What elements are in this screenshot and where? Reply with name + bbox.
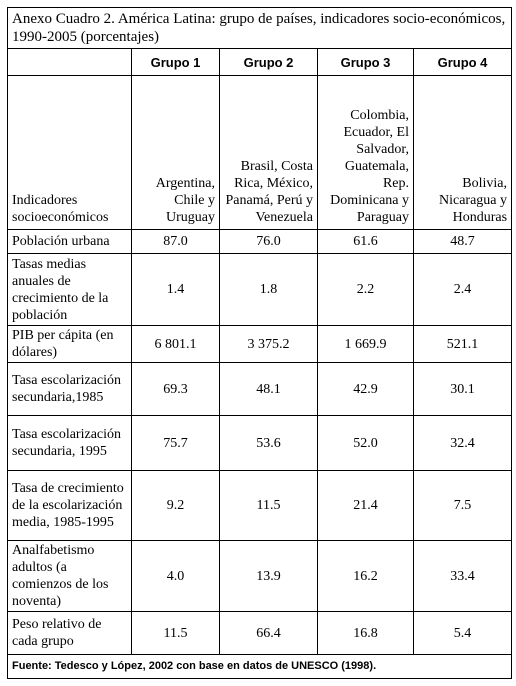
value-cell: 7.5 bbox=[412, 470, 513, 541]
value-cell: 3 375.2 bbox=[219, 325, 318, 363]
value-cell: 13.9 bbox=[219, 540, 318, 612]
value-cell: 75.7 bbox=[131, 415, 220, 471]
row-label: Tasa escolarización secundaria, 1995 bbox=[7, 415, 132, 471]
row-label: Tasa escolarización secundaria,1985 bbox=[7, 362, 132, 416]
data-row: Tasa escolarización secundaria,1985 69.3 4… bbox=[7, 362, 513, 416]
value-cell: 61.6 bbox=[317, 229, 414, 254]
value-cell: 52.0 bbox=[317, 415, 414, 471]
row-label: Tasa de crecimiento de la escolarización… bbox=[7, 470, 132, 541]
value-cell: 11.5 bbox=[131, 611, 220, 655]
source-row: Fuente: Tedesco y López, 2002 con base e… bbox=[6, 654, 513, 679]
group-header: Grupo 4 bbox=[412, 48, 513, 76]
value-cell: 4.0 bbox=[131, 540, 220, 612]
group-countries: Bolivia, Nicaragua y Honduras bbox=[412, 75, 513, 230]
value-cell: 33.4 bbox=[412, 540, 513, 612]
value-cell: 30.1 bbox=[412, 362, 513, 416]
value-cell: 16.8 bbox=[317, 611, 414, 655]
row-label: Tasas medias anuales de crecimiento de l… bbox=[7, 253, 132, 326]
countries-row: Indicadores socioeconómicos Argentina, Ch… bbox=[7, 75, 513, 230]
value-cell: 21.4 bbox=[317, 470, 414, 541]
indicators-header: Indicadores socioeconómicos bbox=[7, 75, 132, 230]
row-label: Población urbana bbox=[7, 229, 132, 254]
empty-cell bbox=[7, 48, 132, 76]
value-cell: 16.2 bbox=[317, 540, 414, 612]
value-cell: 521.1 bbox=[412, 325, 513, 363]
value-cell: 87.0 bbox=[131, 229, 220, 254]
value-cell: 5.4 bbox=[412, 611, 513, 655]
group-header: Grupo 3 bbox=[317, 48, 414, 76]
table-body: Anexo Cuadro 2. América Latina: grupo de… bbox=[6, 7, 513, 679]
data-row: Tasas medias anuales de crecimiento de l… bbox=[7, 253, 513, 326]
value-cell: 42.9 bbox=[317, 362, 414, 416]
value-cell: 1.4 bbox=[131, 253, 220, 326]
data-row: Tasa escolarización secundaria, 1995 75.7… bbox=[7, 415, 513, 471]
value-cell: 11.5 bbox=[219, 470, 318, 541]
row-label: PIB per cápita (en dólares) bbox=[7, 325, 132, 363]
group-countries: Colombia, Ecuador, El Salvador, Guatemal… bbox=[317, 75, 414, 230]
value-cell: 2.2 bbox=[317, 253, 414, 326]
group-countries: Brasil, Costa Rica, México, Panamá, Perú… bbox=[219, 75, 318, 230]
value-cell: 1.8 bbox=[219, 253, 318, 326]
value-cell: 1 669.9 bbox=[317, 325, 414, 363]
value-cell: 76.0 bbox=[219, 229, 318, 254]
value-cell: 53.6 bbox=[219, 415, 318, 471]
table-title: Anexo Cuadro 2. América Latina: grupo de… bbox=[6, 7, 513, 49]
row-label: Peso relativo de cada grupo bbox=[7, 611, 132, 655]
value-cell: 66.4 bbox=[219, 611, 318, 655]
value-cell: 48.1 bbox=[219, 362, 318, 416]
row-label: Analfabetismo adultos (a comienzos de lo… bbox=[7, 540, 132, 612]
table: Anexo Cuadro 2. América Latina: grupo de… bbox=[6, 7, 513, 679]
value-cell: 6 801.1 bbox=[131, 325, 220, 363]
table-container: Anexo Cuadro 2. América Latina: grupo de… bbox=[6, 7, 513, 679]
group-header: Grupo 1 bbox=[131, 48, 220, 76]
group-header-row: Grupo 1 Grupo 2 Grupo 3 Grupo 4 bbox=[7, 48, 513, 76]
value-cell: 9.2 bbox=[131, 470, 220, 541]
data-row: Peso relativo de cada grupo 11.5 66.4 16.8 5… bbox=[7, 611, 513, 655]
source-note: Fuente: Tedesco y López, 2002 con base e… bbox=[6, 654, 513, 679]
value-cell: 69.3 bbox=[131, 362, 220, 416]
value-cell: 2.4 bbox=[412, 253, 513, 326]
data-row: PIB per cápita (en dólares) 6 801.1 3 375.… bbox=[7, 325, 513, 363]
data-row: Población urbana 87.0 76.0 61.6 48.7 bbox=[7, 229, 513, 254]
title-row: Anexo Cuadro 2. América Latina: grupo de… bbox=[6, 7, 513, 49]
data-row: Tasa de crecimiento de la escolarización… bbox=[7, 470, 513, 541]
value-cell: 48.7 bbox=[412, 229, 513, 254]
value-cell: 32.4 bbox=[412, 415, 513, 471]
data-row: Analfabetismo adultos (a comienzos de lo… bbox=[7, 540, 513, 612]
group-header: Grupo 2 bbox=[219, 48, 318, 76]
group-countries: Argentina, Chile y Uruguay bbox=[131, 75, 220, 230]
